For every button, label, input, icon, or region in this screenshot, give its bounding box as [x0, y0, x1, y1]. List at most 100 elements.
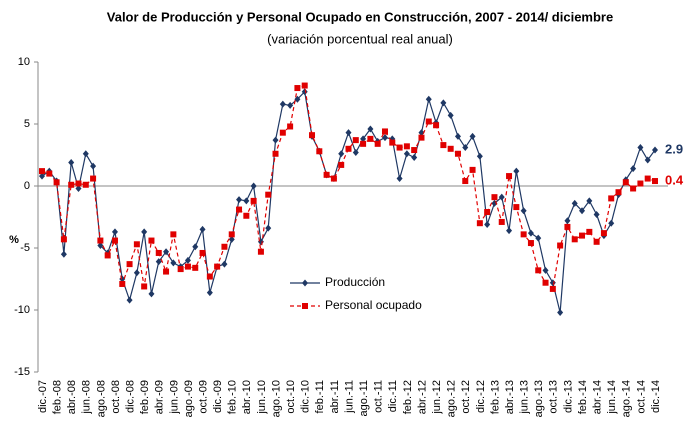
data-point	[345, 129, 352, 137]
data-point	[557, 308, 564, 316]
data-point	[586, 197, 593, 205]
data-point	[250, 182, 257, 190]
data-point	[163, 268, 170, 275]
data-point	[199, 249, 206, 256]
data-point	[622, 179, 629, 186]
data-point	[111, 228, 118, 236]
y-tick-label: -5	[20, 242, 30, 254]
data-point	[411, 153, 418, 161]
data-point	[192, 264, 199, 271]
x-tick-label: oct.-10	[285, 380, 297, 414]
data-point	[352, 149, 359, 157]
data-point	[170, 259, 177, 267]
data-point	[630, 165, 637, 173]
data-point	[287, 101, 294, 109]
x-tick-label: feb.-10	[227, 380, 239, 414]
data-point	[542, 266, 549, 274]
data-point	[389, 139, 396, 146]
data-point	[236, 206, 243, 213]
data-point	[39, 172, 45, 180]
x-tick-label: abr.-10	[241, 380, 253, 414]
data-point	[454, 150, 461, 157]
data-point	[586, 228, 593, 235]
data-point	[367, 125, 374, 133]
data-point	[418, 134, 425, 141]
data-point	[330, 175, 337, 182]
data-point	[184, 256, 191, 264]
y-tick-label: 10	[18, 56, 30, 68]
data-point	[141, 228, 148, 236]
data-point	[593, 211, 600, 219]
data-point	[184, 263, 191, 270]
x-tick-label: jun.-12	[431, 380, 443, 415]
x-tick-label: abr.-14	[592, 380, 604, 414]
x-tick-label: jun.-13	[519, 380, 531, 415]
data-point	[90, 175, 97, 182]
data-point	[82, 150, 89, 158]
y-tick-label: -10	[14, 304, 30, 316]
data-point	[476, 220, 483, 227]
x-tick-label: ago.-11	[358, 380, 370, 417]
x-tick-label: ago.-10	[270, 380, 282, 417]
data-point	[557, 242, 564, 249]
data-point	[68, 181, 75, 188]
data-point	[155, 258, 162, 266]
data-point	[381, 134, 388, 142]
data-point	[484, 220, 491, 228]
x-tick-label: jun.-10	[256, 380, 268, 415]
legend-label: Producción	[325, 275, 385, 289]
data-point	[221, 260, 228, 268]
data-point	[600, 230, 607, 237]
data-point	[447, 145, 454, 152]
data-point	[403, 143, 410, 150]
data-point	[564, 217, 571, 225]
data-point	[579, 232, 586, 239]
x-tick-label: jun.-14	[606, 380, 618, 415]
data-point	[462, 178, 469, 185]
data-point	[608, 195, 615, 202]
data-point	[542, 279, 549, 286]
data-point	[527, 229, 534, 237]
data-point	[287, 123, 294, 130]
data-point	[60, 250, 67, 258]
data-point	[360, 140, 367, 147]
data-point	[476, 152, 483, 160]
data-point	[506, 173, 513, 180]
x-tick-label: jun.-09	[168, 380, 180, 415]
data-point	[513, 204, 520, 211]
data-point	[425, 118, 432, 125]
data-point	[243, 197, 250, 205]
data-point	[177, 266, 184, 273]
data-point	[126, 261, 133, 268]
data-point	[579, 207, 586, 215]
x-tick-label: oct.-13	[548, 380, 560, 414]
chart-subtitle: (variación porcentual real anual)	[267, 31, 453, 46]
data-point	[411, 147, 418, 154]
data-point	[163, 248, 170, 256]
x-tick-label: dic.-14	[650, 380, 662, 413]
data-point	[301, 88, 308, 96]
data-point	[206, 289, 213, 297]
data-point	[257, 248, 264, 255]
data-point	[571, 199, 578, 207]
legend-marker	[302, 279, 308, 287]
data-point	[279, 100, 286, 108]
data-point	[425, 95, 432, 103]
x-tick-label: ago.-13	[533, 380, 545, 417]
data-point	[170, 231, 177, 238]
data-point	[367, 135, 374, 142]
data-point	[133, 269, 140, 277]
y-tick-label: 0	[24, 180, 30, 192]
y-tick-label: -15	[14, 366, 30, 378]
data-point	[148, 237, 155, 244]
data-point	[111, 237, 118, 244]
data-point	[498, 218, 505, 225]
x-tick-label: abr.-09	[154, 380, 166, 414]
data-point	[60, 236, 67, 243]
x-tick-label: oct.-09	[197, 380, 209, 414]
data-point	[46, 170, 53, 177]
x-tick-label: dic.-10	[300, 380, 312, 413]
data-point	[309, 132, 316, 139]
legend-marker	[302, 303, 308, 309]
data-point	[53, 179, 60, 186]
